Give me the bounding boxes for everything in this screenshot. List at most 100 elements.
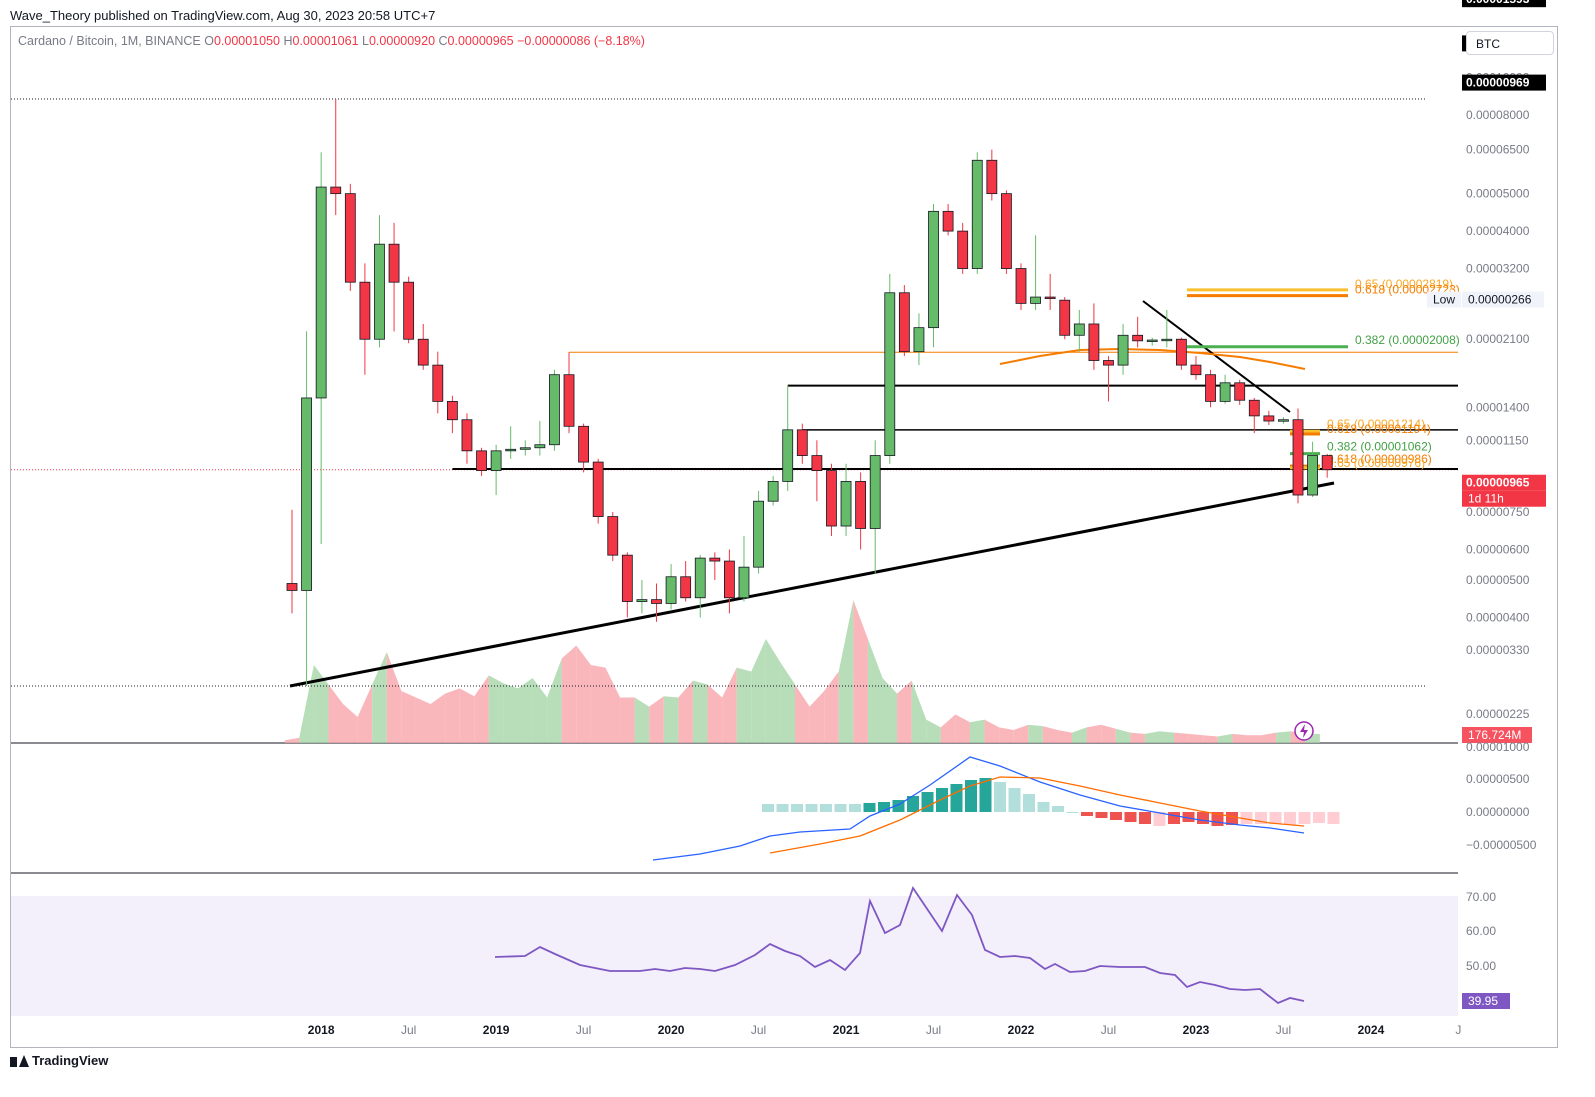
high-value: 0.00001061	[292, 34, 359, 48]
candle	[286, 509, 298, 614]
volume-area	[1276, 731, 1291, 743]
candle	[680, 561, 692, 602]
candle	[417, 323, 429, 370]
y-tick-label: 0.00000400	[1466, 611, 1530, 625]
candle	[1103, 356, 1114, 402]
y-tick-label: 0.00004000	[1466, 224, 1530, 238]
candle	[1015, 263, 1027, 310]
volume-area	[1261, 732, 1277, 743]
volume-area	[1217, 733, 1233, 743]
fib-level-label: 0.382 (0.00002008)	[1355, 333, 1460, 347]
macd-histogram-bar	[950, 784, 963, 812]
candle-body	[1103, 360, 1114, 366]
x-tick-label: 2023	[1183, 1023, 1210, 1037]
macd-histogram-bar	[849, 804, 861, 812]
candle-body	[1219, 382, 1231, 402]
volume-area	[809, 691, 825, 743]
currency-button[interactable]: BTC	[1466, 31, 1554, 55]
candle-body	[1059, 299, 1071, 336]
candle-body	[432, 364, 444, 402]
candle	[898, 285, 910, 357]
candle	[1117, 323, 1129, 375]
x-tick-label: Jul	[926, 1023, 941, 1037]
x-tick-label: 2024	[1358, 1023, 1385, 1037]
macd-histogram-bar	[805, 804, 818, 812]
volume-area	[328, 684, 344, 743]
candle	[826, 463, 837, 537]
macd-histogram-bar	[1110, 812, 1122, 820]
candle	[359, 263, 371, 375]
y-tick-label: 0.00000600	[1466, 542, 1530, 556]
macd-histogram-bar	[878, 802, 890, 812]
x-tick-label: Jul	[576, 1023, 591, 1037]
candle-body	[1321, 455, 1333, 471]
candle-body	[1073, 323, 1085, 336]
candle	[1307, 441, 1318, 498]
candle	[432, 351, 444, 414]
candle-body	[898, 292, 910, 353]
volume-area	[1174, 732, 1189, 743]
candle	[811, 440, 823, 502]
candle	[1088, 303, 1100, 370]
volume-area	[445, 688, 460, 743]
volume-area	[532, 678, 548, 743]
candle-body	[928, 210, 939, 329]
macd-tick-label: 0.00001000	[1466, 740, 1530, 754]
candle-body	[286, 583, 298, 591]
y-tick-label: 0.00000330	[1466, 643, 1530, 657]
candle-body	[505, 448, 517, 452]
fib-level-label: 0.618 (0.00000986)	[1327, 452, 1432, 466]
close-label: C	[438, 34, 448, 48]
footer-brand-text: TradingView	[32, 1053, 109, 1068]
candle-body	[855, 481, 867, 529]
volume-area	[1072, 727, 1087, 743]
volume-area	[343, 704, 358, 743]
candle-body	[592, 461, 604, 517]
footer-brand[interactable]: TradingView	[10, 1053, 108, 1068]
volume-area	[663, 696, 679, 743]
candle-body	[957, 230, 969, 269]
candle-body	[607, 516, 619, 556]
macd-histogram-bar	[1037, 802, 1050, 812]
price-tag-bg	[1462, 291, 1544, 308]
volume-area	[1144, 731, 1160, 743]
candle	[767, 475, 779, 506]
candle-body	[724, 560, 735, 599]
y-tick-label: 0.00003200	[1466, 262, 1530, 276]
candle-body	[782, 429, 794, 482]
macd-histogram-bar	[1313, 812, 1325, 823]
macd-histogram-bar	[1284, 812, 1296, 825]
candle-body	[1044, 296, 1056, 299]
volume-area	[1130, 732, 1145, 743]
candle-body	[374, 243, 385, 340]
ascending-trendline	[289, 481, 1335, 688]
price-tag: 0.00001593	[1466, 0, 1530, 6]
macd-histogram-bar	[979, 778, 992, 812]
candle	[1234, 379, 1246, 405]
candle-body	[417, 338, 429, 366]
macd-histogram-bar	[1066, 812, 1079, 813]
x-tick-label: J	[1455, 1023, 1461, 1037]
candle-body	[913, 327, 925, 353]
macd-histogram-bar	[965, 780, 977, 812]
macd-histogram-bar	[994, 782, 1006, 812]
volume-area	[415, 697, 431, 743]
price-tag-name-bg	[1427, 291, 1461, 308]
volume-area	[634, 697, 650, 743]
candle	[505, 426, 517, 459]
macd-histogram-bar	[1139, 812, 1151, 824]
candle-body	[1190, 364, 1202, 376]
symbol-name: Cardano / Bitcoin, 1M, BINANCE	[18, 34, 201, 48]
candle	[1132, 316, 1144, 348]
volume-area	[926, 719, 941, 743]
macd-histogram-bar	[1095, 812, 1108, 818]
candle	[534, 421, 546, 456]
candle	[855, 472, 867, 550]
volume-area	[605, 667, 621, 743]
candle-body	[636, 599, 648, 602]
candle-body	[1132, 334, 1144, 342]
candle-body	[709, 557, 721, 562]
macd-tick-label: 0.00000000	[1466, 805, 1530, 819]
volume-area	[386, 652, 402, 743]
